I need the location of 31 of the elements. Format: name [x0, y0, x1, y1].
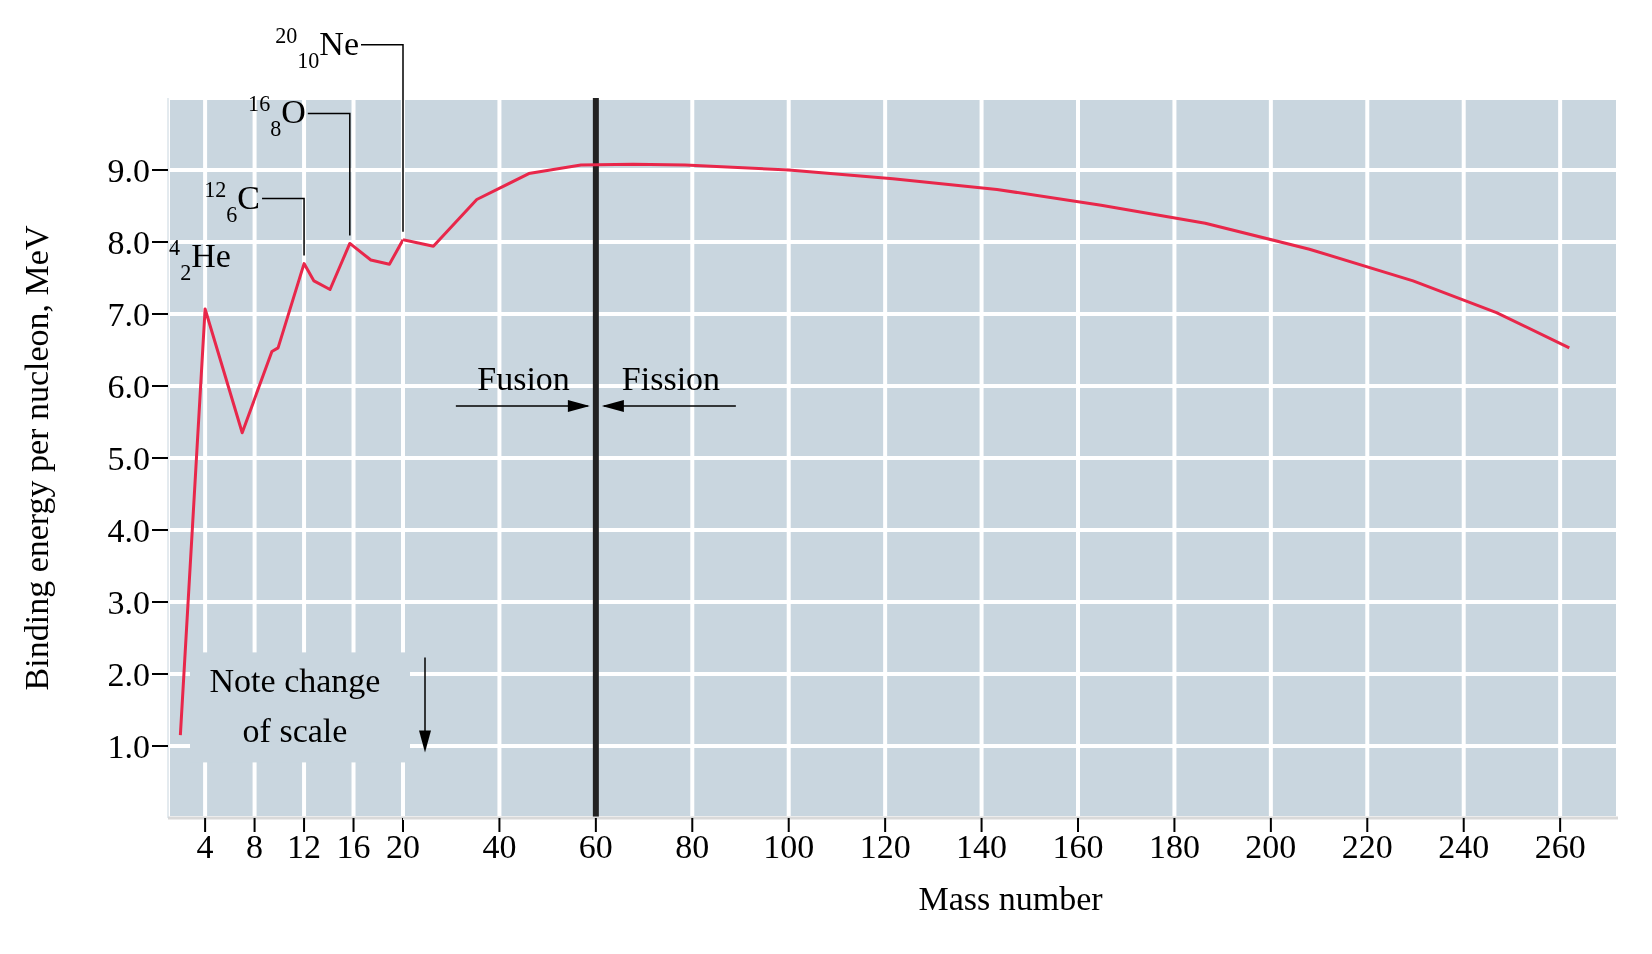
y-tick-label: 6.0: [107, 368, 150, 406]
y-tick-label: 2.0: [107, 656, 150, 694]
x-tick-label: 160: [1052, 828, 1104, 866]
y-tick-label: 8.0: [107, 224, 150, 262]
x-tick-label: 80: [675, 828, 710, 866]
x-axis-title: Mass number: [918, 880, 1104, 917]
x-tick-label: 20: [386, 828, 420, 866]
annotation: Fission: [621, 360, 721, 397]
x-tick-label: 16: [336, 828, 371, 866]
x-tick-label: 140: [956, 828, 1008, 866]
y-tick-label: 3.0: [107, 584, 150, 622]
x-tick-label: 8: [246, 828, 264, 866]
x-tick-label: 220: [1341, 828, 1393, 866]
y-tick-label: 9.0: [107, 152, 150, 190]
x-tick-label: 60: [578, 828, 613, 866]
x-tick-label: 4: [196, 828, 214, 866]
y-tick-label: 7.0: [107, 296, 150, 334]
annotation: Fusion: [477, 360, 570, 397]
y-tick-label: 1.0: [107, 728, 150, 766]
x-tick-label: 40: [482, 828, 517, 866]
x-tick-label: 12: [287, 828, 322, 866]
x-tick-label: 120: [859, 828, 911, 866]
annotation: Note change of scale: [209, 662, 381, 750]
y-tick-label: 5.0: [107, 440, 150, 478]
y-axis-title: Binding energy per nucleon, MeV: [18, 225, 55, 691]
x-tick-label: 260: [1534, 828, 1586, 866]
x-tick-label: 180: [1148, 828, 1200, 866]
y-tick-label: 4.0: [107, 512, 150, 550]
x-tick-label: 100: [763, 828, 815, 866]
x-tick-label: 240: [1438, 828, 1490, 866]
x-tick-label: 200: [1245, 828, 1297, 866]
